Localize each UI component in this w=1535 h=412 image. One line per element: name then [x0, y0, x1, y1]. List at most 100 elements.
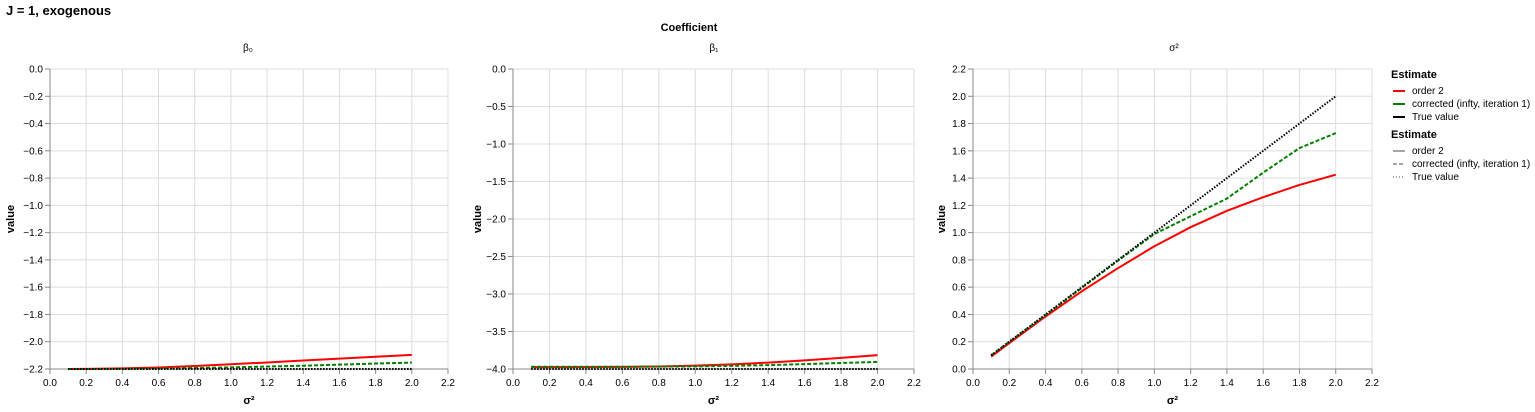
y-tick-label: −4.0 [486, 365, 506, 376]
y-tick-label: 1.6 [952, 146, 966, 157]
y-tick-label: −1.0 [23, 201, 43, 212]
y-tick-label: −3.5 [486, 327, 506, 338]
x-tick-label: 2.2 [1365, 378, 1379, 389]
x-tick-label: 0.2 [543, 378, 557, 389]
series-line-corrected [531, 360, 878, 368]
legend-title-color: Estimate [1391, 69, 1437, 81]
x-axis-label: σ² [708, 395, 720, 407]
x-tick-label: 2.0 [405, 378, 419, 389]
x-tick-label: 0.8 [188, 378, 202, 389]
y-axis-label: value [5, 205, 17, 233]
x-tick-label: 0.6 [1075, 378, 1089, 389]
x-tick-label: 1.2 [1184, 378, 1198, 389]
x-tick-label: 1.6 [798, 378, 812, 389]
y-tick-label: −0.5 [486, 102, 506, 113]
y-tick-label: −2.2 [23, 365, 43, 376]
x-tick-label: 0.6 [615, 378, 629, 389]
series-line-order2 [531, 354, 878, 369]
x-tick-label: 1.4 [1220, 378, 1234, 389]
series-line-corrected [990, 132, 1337, 357]
y-tick-label: 1.0 [952, 228, 966, 239]
figure-title: J = 1, exogenous [6, 3, 111, 18]
legend-item-dash-corrected: corrected (infty, iteration 1) [1393, 159, 1530, 170]
y-tick-label: 0.0 [492, 65, 506, 76]
y-tick-label: −2.5 [486, 252, 506, 263]
column-header: Coefficient [661, 22, 718, 34]
chart-panel-sigma2: σ² 0.0 0.2 0.4 0.6 0.8 1.0 1.2 1.4 1.6 1.8 2.0 2.2 0… [936, 43, 1379, 407]
y-tick-label: 0.8 [952, 255, 966, 266]
x-tick-label: 1.2 [725, 378, 739, 389]
y-tick-label: −1.6 [23, 283, 43, 294]
y-tick-label: 1.8 [952, 119, 966, 130]
legend-title-dash: Estimate [1391, 129, 1437, 141]
y-tick-label: −1.0 [486, 140, 506, 151]
y-tick-label: −1.8 [23, 310, 43, 321]
x-tick-label: 0.2 [1002, 378, 1016, 389]
y-tick-label: −1.2 [23, 228, 43, 239]
x-tick-label: 0.0 [506, 378, 520, 389]
x-axis-label: σ² [1167, 395, 1179, 407]
x-tick-label: 2.0 [871, 378, 885, 389]
y-tick-label: −2.0 [23, 337, 43, 348]
y-tick-label: −0.8 [23, 174, 43, 185]
y-tick-label: −3.0 [486, 290, 506, 301]
x-tick-label: 0.4 [1039, 378, 1053, 389]
x-tick-label: 1.2 [260, 378, 274, 389]
x-tick-label: 2.2 [907, 378, 921, 389]
x-tick-label: 2.2 [441, 378, 455, 389]
x-tick-label: 1.8 [1293, 378, 1307, 389]
x-tick-label: 0.6 [152, 378, 166, 389]
x-tick-label: 0.0 [43, 378, 57, 389]
x-tick-label: 0.8 [652, 378, 666, 389]
y-tick-label: −1.4 [23, 255, 43, 266]
legend: Estimate order 2 corrected (infty, itera… [1391, 69, 1530, 183]
panel-title: β₁ [709, 43, 719, 54]
x-tick-label: 1.0 [224, 378, 238, 389]
legend-item-true-value: True value [1393, 112, 1459, 123]
legend-label: order 2 [1412, 146, 1444, 157]
y-axis-label: value [472, 205, 484, 233]
x-tick-label: 1.0 [688, 378, 702, 389]
y-tick-label: 1.4 [952, 174, 966, 185]
panel-title: σ² [1169, 43, 1179, 54]
x-tick-label: 0.8 [1111, 378, 1125, 389]
x-tick-label: 0.0 [966, 378, 980, 389]
panel-title: β₀ [243, 43, 253, 54]
chart-panel-beta1: β₁ 0.0 0.2 0.4 0.6 0.8 1.0 1.2 1.4 1.6 1.8 2.0 2.2 0… [472, 43, 921, 407]
x-tick-label: 1.4 [761, 378, 775, 389]
x-axis-label: σ² [243, 395, 255, 407]
x-tick-label: 1.0 [1147, 378, 1161, 389]
legend-label: corrected (infty, iteration 1) [1412, 99, 1530, 110]
legend-label: True value [1412, 172, 1459, 183]
y-tick-label: 0.4 [952, 310, 966, 321]
x-tick-label: 1.8 [369, 378, 383, 389]
legend-label: corrected (infty, iteration 1) [1412, 159, 1530, 170]
chart-panel-beta0: β₀ 0.0 0.2 0.4 0.6 0.8 1.0 1.2 1.4 1.6 1.8 2.0 2.2 0… [5, 43, 455, 407]
legend-label: True value [1412, 112, 1459, 123]
y-axis-label: value [936, 205, 948, 233]
series-line-true-value [990, 95, 1337, 357]
x-tick-label: 0.4 [579, 378, 593, 389]
y-tick-label: 0.0 [952, 365, 966, 376]
legend-label: order 2 [1412, 86, 1444, 97]
x-tick-label: 1.6 [1256, 378, 1270, 389]
y-tick-label: 2.0 [952, 92, 966, 103]
y-tick-label: −0.2 [23, 92, 43, 103]
x-tick-label: 0.4 [115, 378, 129, 389]
series-line-order2 [990, 173, 1337, 358]
legend-item-corrected: corrected (infty, iteration 1) [1393, 99, 1530, 110]
y-tick-label: 1.2 [952, 201, 966, 212]
y-tick-label: −0.4 [23, 119, 43, 130]
x-tick-label: 1.6 [333, 378, 347, 389]
y-tick-label: 2.2 [952, 65, 966, 76]
y-tick-label: −1.5 [486, 177, 506, 188]
x-tick-label: 1.4 [296, 378, 310, 389]
y-tick-label: 0.2 [952, 337, 966, 348]
y-tick-label: 0.0 [29, 65, 43, 76]
y-tick-label: −2.0 [486, 215, 506, 226]
x-tick-label: 1.8 [834, 378, 848, 389]
x-tick-label: 0.2 [79, 378, 93, 389]
legend-item-dash-order2: order 2 [1393, 146, 1444, 157]
legend-item-dash-true-value: True value [1393, 172, 1459, 183]
